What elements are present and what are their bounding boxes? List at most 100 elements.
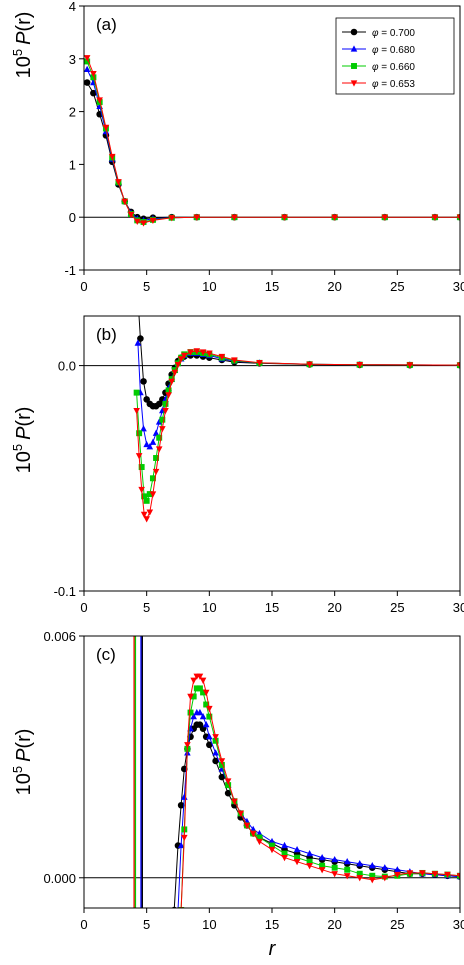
point-2-8 [156,434,163,441]
point-3-30 [419,870,426,877]
point-3-11 [165,392,172,399]
point-2-10 [162,400,169,407]
y-axis-label-exponent: 5 [10,49,25,56]
point-3-6 [121,198,129,205]
point-2-0 [133,389,140,396]
point-2-17 [256,834,263,841]
point-1-29 [394,866,401,873]
point-3-8 [155,446,163,453]
legend-marker-0 [350,28,358,36]
point-2-5 [193,685,200,692]
point-1-28 [381,864,389,871]
point-3-8 [202,689,210,697]
point-3-27 [381,875,389,882]
series-2 [178,685,460,908]
point-3-1 [90,70,97,78]
point-2-22 [319,862,326,869]
y-axis-label-base: 10 [13,773,35,795]
point-3-0 [84,55,91,62]
point-3-26 [368,877,376,884]
point-3-26 [406,362,414,369]
point-1-5 [149,438,157,445]
legend-entry-symbol: φ [372,62,379,73]
point-1-3 [143,440,150,448]
point-1-2 [140,425,147,432]
point-3-15 [177,356,185,363]
point-3-23 [256,360,263,367]
x-tick-label: 25 [390,600,404,615]
point-2-1 [90,74,97,81]
point-3-3 [102,124,110,132]
point-2-9 [206,713,213,720]
point-3-7 [199,677,207,684]
point-1-8 [199,712,207,720]
point-3-15 [243,822,251,830]
point-3-17 [256,838,263,846]
legend-entry-value: = 0.700 [379,28,416,39]
point-3-1 [180,834,188,842]
panel-b: 0 5 10 15 20 25 30-0.10.0(b)105P(r) [10,315,464,615]
point-3-1 [135,453,143,460]
y-tick-label: 1 [69,157,76,172]
x-tick-label: 5 [143,279,150,294]
point-3-10 [162,408,169,415]
point-3-9 [140,220,147,227]
point-3-21 [306,863,313,870]
panel-label: (b) [96,325,117,344]
point-3-20 [206,350,213,357]
point-3-2 [138,486,145,494]
point-3-19 [281,854,288,862]
point-2-9 [159,416,166,423]
legend-entry-symbol: φ [372,79,379,90]
point-3-11 [168,215,176,222]
point-0-2 [140,378,147,385]
point-3-5 [115,179,122,186]
y-tick-label: -1 [64,263,76,278]
point-3-0 [133,408,140,415]
point-3-16 [381,214,389,221]
point-2-5 [146,491,153,498]
y-axis-label-function: P [13,31,35,45]
series-0 [84,79,460,223]
y-axis-label-argument: (r) [13,729,35,749]
legend-entry-value: = 0.660 [379,62,416,73]
point-3-29 [406,870,414,877]
series-line-2 [136,351,460,502]
x-tick-label: 20 [327,279,341,294]
point-3-10 [212,734,219,741]
point-2-3 [141,493,148,500]
y-axis-label-function: P [13,748,35,762]
point-2-11 [218,761,225,768]
y-axis-label-exponent: 5 [10,444,25,451]
x-tick-label: 15 [265,600,279,615]
point-0-11 [206,741,213,749]
point-3-6 [196,673,204,680]
point-0-1 [137,335,144,342]
point-3-13 [231,798,238,805]
y-tick-label: 4 [69,0,76,14]
point-2-1 [136,430,143,437]
point-3-18 [456,214,460,221]
point-1-26 [356,860,364,867]
x-tick-label: 15 [265,917,279,932]
legend-entry-2: φ = 0.660 [372,62,415,73]
point-1-24 [331,856,338,863]
series-line-2 [180,687,460,908]
series-line-1 [177,712,460,908]
y-axis-label-exponent: 5 [10,766,25,773]
point-2-7 [200,689,207,696]
point-3-3 [187,693,194,701]
point-1-7 [155,418,163,425]
point-3-5 [146,509,154,516]
point-3-15 [331,214,338,221]
x-tick-label: 0 [80,917,87,932]
point-3-4 [143,516,150,523]
series-line-3 [180,675,460,908]
point-3-9 [159,426,166,433]
point-3-16 [180,352,188,360]
point-2-11 [165,387,172,394]
point-1-21 [293,845,301,853]
